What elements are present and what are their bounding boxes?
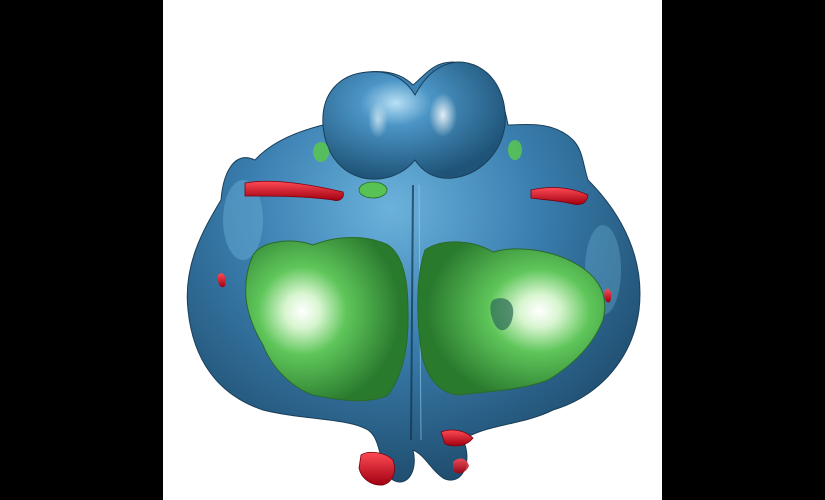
red-surface (217, 180, 612, 486)
letterbox-left (0, 0, 163, 500)
isosurface-render (186, 61, 641, 486)
green-surface (245, 140, 606, 402)
letterbox-right (662, 0, 825, 500)
3d-viewport[interactable] (163, 0, 662, 500)
